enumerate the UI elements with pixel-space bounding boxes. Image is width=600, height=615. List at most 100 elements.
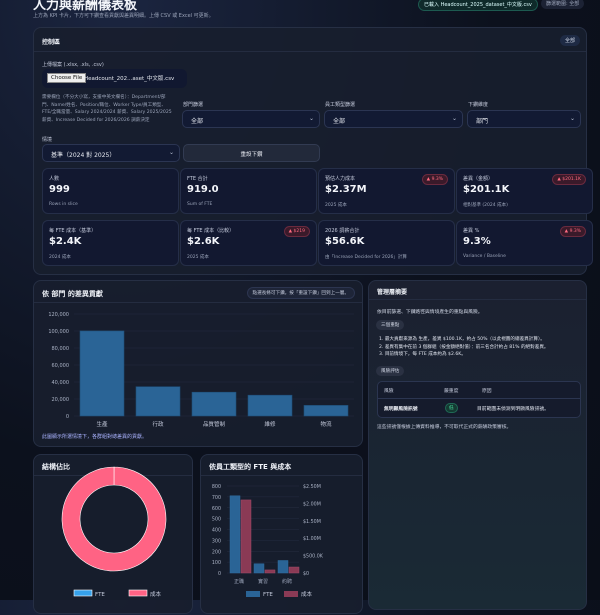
kpi-subtext: Rows in slice <box>49 202 78 207</box>
y-right-tick-label: $0 <box>303 571 309 577</box>
y-right-tick-label: $2.00M <box>303 501 321 507</box>
bar-fte-正職[interactable] <box>230 496 240 573</box>
kpi-subtext: 2024 成本 <box>49 254 71 260</box>
kpi-change-badge: ▲ $201.1K <box>552 174 586 185</box>
page-subtitle: 上方為 KPI 卡片，下方可下鑽查看貢獻與差異明細。上傳 CSV 或 Excel… <box>33 12 214 19</box>
y-right-tick-label: $1.50M <box>303 519 321 525</box>
kpi-label: 2026 調薪合計 <box>325 227 359 234</box>
y-tick-label: 40,000 <box>52 380 70 386</box>
y-left-tick-label: 100 <box>212 560 221 566</box>
reset-drill-button[interactable]: 重設下鑽 <box>183 144 320 162</box>
bar-行政[interactable] <box>136 387 180 416</box>
x-tick-label: 品質管制 <box>203 420 226 428</box>
y-tick-label: 0 <box>66 414 69 420</box>
worker-type-bar-chart: 0100200300400500600700800$0$500.0K$1.00M… <box>201 455 364 615</box>
legend-label: FTE <box>95 592 105 598</box>
kpi-value: $201.1K <box>463 184 509 195</box>
dept-filter-select[interactable]: 全部 ⌄ <box>182 110 320 128</box>
drill-dimension-select[interactable]: 部門 ⌄ <box>467 110 581 128</box>
choose-file-button[interactable]: Choose File <box>47 73 86 83</box>
variance-bar-chart: 020,00040,00060,00080,000100,000120,000生… <box>34 281 364 448</box>
kpi-value: $2.4K <box>49 236 81 247</box>
summary-title: 管理層摘要 <box>377 287 407 296</box>
severity-badge: 低 <box>445 403 458 413</box>
legend-label: 成本 <box>301 590 313 598</box>
bar-物流[interactable] <box>304 405 348 416</box>
key-point: 2. 差異有集中在前 3 個群組（按金額絕對值）：前三名合計約占 81% 的絕對… <box>379 344 584 352</box>
kpi-card: 每 FTE 成本（比較） $2.6K 2025 成本 ▲ $219 <box>180 220 317 266</box>
x-tick-label: 實習 <box>258 578 268 585</box>
loaded-file-badge: 已載入 Headcount_2025_dataset_中文版.csv <box>418 0 538 11</box>
kpi-label: 人數 <box>49 175 59 182</box>
risk-name: 無明顯風險訊號 <box>384 405 418 412</box>
y-left-tick-label: 400 <box>212 528 221 534</box>
kpi-label: 每 FTE 成本（基準） <box>49 227 96 234</box>
bar-fte-實習[interactable] <box>254 564 264 573</box>
bar-維修[interactable] <box>248 395 292 416</box>
drill-dimension-value: 部門 <box>476 118 488 125</box>
kpi-value: 999 <box>49 184 70 195</box>
y-left-tick-label: 800 <box>212 484 221 490</box>
donut-slice-成本 <box>62 467 166 571</box>
x-tick-label: 物流 <box>320 420 332 428</box>
bar-品質管制[interactable] <box>192 392 236 416</box>
y-tick-label: 120,000 <box>48 312 69 318</box>
kpi-subtext: 2025 成本 <box>187 254 209 260</box>
chevron-down-icon: ⌄ <box>169 149 174 156</box>
y-left-tick-label: 0 <box>218 571 221 577</box>
scope-badge: 篩選範圍: 全部 <box>541 0 584 9</box>
severity-header: 嚴重度 <box>444 387 458 394</box>
kpi-change-badge: ▲ $219 <box>284 226 310 237</box>
kpi-value: $2.6K <box>187 236 219 247</box>
scenario-select[interactable]: 基準（2024 對 2025）⌄ <box>42 144 180 162</box>
kpi-card: 差異（金額） $201.1K 相對基準 (2024 成本)▲ $201.1K <box>456 168 593 214</box>
y-left-tick-label: 700 <box>212 495 221 501</box>
kpi-subtext: Variance / Baseline <box>463 254 506 259</box>
key-point: 1. 最大貢獻來源為 生產，差異 $100.1K，約占 50%（以此視圖的總差異… <box>379 336 584 344</box>
type-filter-label: 員工類型篩選 <box>325 101 355 108</box>
file-input[interactable]: Choose File Headcount_202...aset_中文版.csv <box>42 69 187 88</box>
legend-label: FTE <box>263 592 273 598</box>
reset-drill-label: 重設下鑽 <box>240 152 262 158</box>
kpi-subtext: 相對基準 (2024 成本) <box>463 202 508 208</box>
x-tick-label: 約聘 <box>282 578 292 585</box>
kpi-subtext: 由「Increase Decided for 2026」計算 <box>325 254 407 260</box>
y-left-tick-label: 600 <box>212 506 221 512</box>
kpi-subtext: 2025 成本 <box>325 202 347 208</box>
key-points-list: 1. 最大貢獻來源為 生產，差異 $100.1K，約占 50%（以此視圖的總差異… <box>379 336 584 359</box>
kpi-card: 差異 % 9.3% Variance / Baseline▲ 9.3% <box>456 220 593 266</box>
upload-label: 上傳檔案 (.xlsx, .xls, .csv) <box>42 61 104 68</box>
summary-footer: 這些訊號僅根據上傳資料推導，不可取代正式的薪酬政策審核。 <box>377 423 511 430</box>
y-left-tick-label: 200 <box>212 549 221 555</box>
risk-header: 風險 <box>384 387 394 394</box>
dept-filter-value: 全部 <box>191 118 203 125</box>
bar-cost-約聘[interactable] <box>289 567 299 573</box>
bar-fte-約聘[interactable] <box>278 560 288 573</box>
chevron-down-icon: ⌄ <box>570 115 575 122</box>
reason-header: 原因 <box>482 387 492 394</box>
key-point: 3. 目前情境下，每 FTE 成本約為 $2.6K。 <box>379 351 584 359</box>
bar-cost-實習[interactable] <box>265 570 275 573</box>
required-fields-note: 需要欄位（不分大小寫，支援中英文欄名）：Department/部門、Name/姓… <box>42 94 174 124</box>
summary-intro: 依目前篩選、下鑽路徑與情境產生的重點與風險。 <box>377 308 483 315</box>
management-summary-panel: 管理層摘要 依目前篩選、下鑽路徑與情境產生的重點與風險。 三個重點 1. 最大貢… <box>368 280 587 610</box>
y-left-tick-label: 300 <box>212 538 221 544</box>
kpi-card: 人數 999 Rows in slice <box>42 168 179 214</box>
control-panel-title: 控制區 <box>42 37 60 46</box>
bar-生產[interactable] <box>80 331 124 416</box>
kpi-label: 每 FTE 成本（比較） <box>187 227 234 234</box>
y-tick-label: 80,000 <box>52 346 70 352</box>
kpi-label: 差異 % <box>463 227 479 234</box>
kpi-card: 預估人力成本 $2.37M 2025 成本▲ 9.3% <box>318 168 455 214</box>
legend-swatch <box>129 590 147 596</box>
type-filter-select[interactable]: 全部⌄ <box>324 110 463 128</box>
x-tick-label: 行政 <box>152 420 164 428</box>
legend-swatch <box>246 591 260 597</box>
x-tick-label: 正職 <box>234 578 244 585</box>
scope-chip[interactable]: 全部 <box>560 35 580 46</box>
chevron-down-icon: ⌄ <box>309 115 314 122</box>
bar-cost-正職[interactable] <box>241 500 251 573</box>
risk-table: 風險 嚴重度 原因 無明顯風險訊號 低 目前範圍未偵測到明顯風險訊號。 <box>377 381 581 418</box>
